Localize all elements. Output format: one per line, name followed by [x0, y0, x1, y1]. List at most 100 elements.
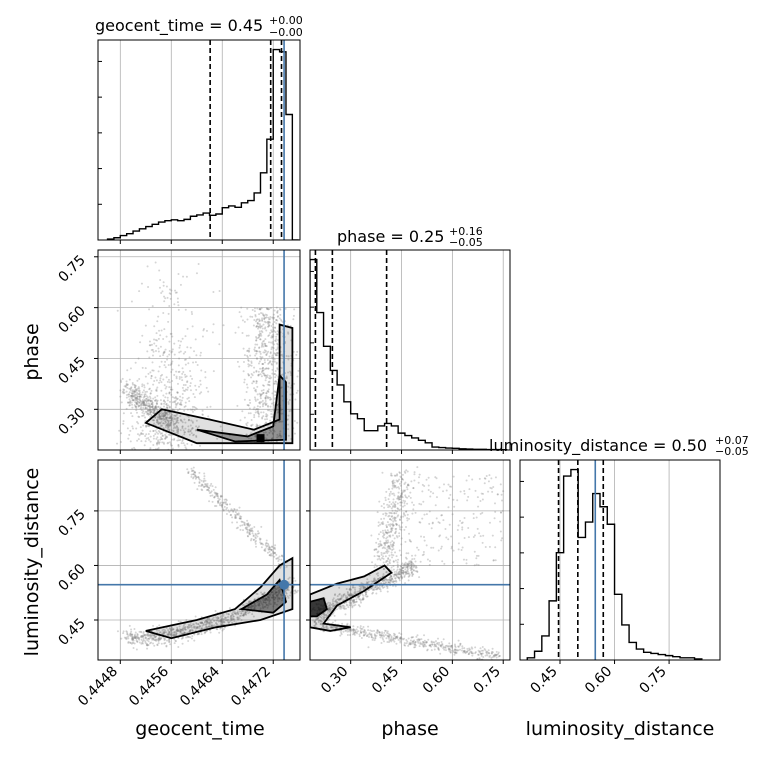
- sample-point: [216, 492, 219, 495]
- sample-point: [142, 410, 145, 413]
- sample-point: [396, 536, 399, 539]
- sample-point: [383, 506, 386, 509]
- sample-point: [477, 505, 480, 508]
- sample-point: [409, 642, 412, 645]
- sample-point: [265, 542, 268, 545]
- sample-point: [346, 593, 349, 596]
- sample-point: [409, 569, 412, 572]
- sample-point: [125, 390, 128, 393]
- sample-point: [181, 629, 184, 632]
- sample-point: [264, 550, 267, 553]
- sample-point: [338, 586, 341, 589]
- sample-point: [174, 399, 177, 402]
- sample-point: [383, 578, 386, 581]
- sample-point: [260, 345, 263, 348]
- sample-point: [132, 639, 135, 642]
- sample-point: [482, 492, 485, 495]
- sample-point: [498, 655, 501, 658]
- sample-point: [176, 629, 179, 632]
- sample-point: [158, 637, 161, 640]
- sample-point: [355, 632, 358, 635]
- sample-point: [275, 591, 278, 594]
- sample-point: [156, 416, 159, 419]
- sample-point: [407, 563, 410, 566]
- sample-point: [234, 331, 237, 334]
- sample-point: [232, 611, 235, 614]
- sample-point: [276, 346, 279, 349]
- sample-point: [140, 409, 143, 412]
- sample-point: [130, 387, 133, 390]
- sample-point: [362, 585, 365, 588]
- sample-point: [473, 534, 476, 537]
- sample-point: [122, 632, 125, 635]
- sample-point: [240, 614, 243, 617]
- sample-point: [396, 566, 399, 569]
- sample-point: [287, 589, 290, 592]
- sample-point: [378, 631, 381, 634]
- sample-point: [271, 429, 274, 432]
- sample-point: [482, 649, 485, 652]
- sample-point: [169, 421, 172, 424]
- sample-point: [157, 447, 160, 450]
- sample-point: [258, 318, 261, 321]
- sample-point: [394, 500, 397, 503]
- sample-point: [201, 409, 204, 412]
- sample-point: [200, 483, 203, 486]
- sample-point: [175, 634, 178, 637]
- sample-point: [153, 634, 156, 637]
- sample-point: [399, 573, 402, 576]
- sample-point: [423, 539, 426, 542]
- sample-point: [172, 424, 175, 427]
- sample-point: [267, 596, 270, 599]
- sample-point: [403, 642, 406, 645]
- sample-point: [273, 589, 276, 592]
- sample-point: [266, 409, 269, 412]
- sample-point: [279, 313, 282, 316]
- sample-point: [287, 596, 290, 599]
- sample-point: [408, 573, 411, 576]
- sample-point: [349, 628, 352, 631]
- sample-point: [140, 395, 143, 398]
- sample-point: [211, 494, 214, 497]
- sample-point: [487, 490, 490, 493]
- sample-point: [400, 637, 403, 640]
- sample-point: [206, 617, 209, 620]
- sample-point: [150, 634, 153, 637]
- sample-point: [375, 565, 378, 568]
- sample-point: [370, 633, 373, 636]
- sample-point: [228, 607, 231, 610]
- sample-point: [449, 485, 452, 488]
- sample-point: [160, 453, 162, 455]
- sample-point: [274, 591, 277, 594]
- sample-point: [279, 588, 282, 591]
- sample-point: [177, 339, 180, 342]
- sample-point: [255, 339, 258, 342]
- sample-point: [354, 631, 357, 634]
- sample-point: [287, 358, 290, 361]
- sample-point: [266, 404, 269, 407]
- sample-point: [176, 417, 179, 420]
- sample-point: [191, 408, 194, 411]
- sample-point: [326, 603, 329, 606]
- sample-point: [386, 590, 389, 593]
- sample-point: [168, 627, 171, 630]
- sample-point: [139, 395, 142, 398]
- sample-point: [440, 545, 443, 548]
- sample-point: [364, 633, 367, 636]
- sample-point: [251, 309, 254, 312]
- sample-point: [152, 350, 155, 353]
- sample-point: [191, 629, 194, 632]
- sample-point: [255, 423, 258, 426]
- sample-point: [211, 624, 214, 627]
- sample-point: [163, 295, 166, 298]
- sample-point: [352, 628, 355, 631]
- sample-point: [182, 442, 185, 445]
- sample-point: [349, 599, 352, 602]
- sample-point: [155, 638, 158, 641]
- sample-point: [166, 396, 169, 399]
- sample-point: [255, 534, 258, 537]
- sample-point: [392, 544, 395, 547]
- sample-point: [193, 633, 196, 636]
- sample-point: [197, 623, 200, 626]
- hist-bars: [310, 250, 508, 450]
